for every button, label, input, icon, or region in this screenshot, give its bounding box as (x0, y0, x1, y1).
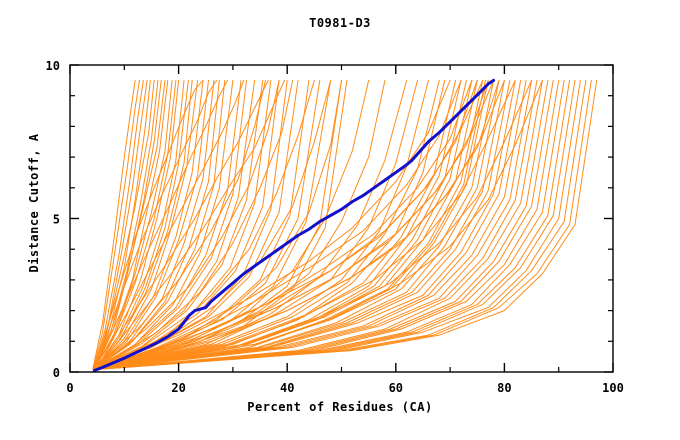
ensemble-curve (93, 79, 173, 370)
ensemble-curve (93, 79, 159, 370)
highlight-curve (92, 78, 496, 372)
x-tick-label: 40 (280, 381, 294, 395)
ensemble-curve (95, 79, 242, 370)
ensemble-curve (97, 79, 462, 370)
x-tick-label: 80 (497, 381, 511, 395)
ensemble-curve (103, 79, 598, 370)
page-title: T0981-D3 (309, 16, 371, 30)
ensemble-curve (92, 79, 136, 370)
highlight-curve-layer (92, 78, 496, 372)
ensemble-curve (97, 79, 500, 370)
ensemble-curve (96, 79, 446, 370)
axes-layer (69, 64, 614, 373)
x-tick-label: 100 (602, 381, 624, 395)
ensemble-curve (94, 79, 151, 370)
ensemble-curve (93, 79, 220, 370)
ensemble-curve (94, 79, 209, 370)
y-tick-label: 5 (53, 213, 60, 227)
ensemble-curve (97, 79, 473, 370)
x-tick-label: 20 (171, 381, 185, 395)
ensemble-curve (99, 79, 533, 370)
ensemble-curve (99, 79, 516, 370)
ensemble-curve (95, 79, 266, 370)
ensemble-curve (99, 79, 543, 370)
ensemble-curve (93, 79, 204, 370)
ensemble-curve (97, 79, 342, 370)
ensemble-curve (95, 79, 269, 370)
ensemble-curve (97, 79, 440, 370)
ensemble-curve (95, 79, 272, 370)
ensemble-curves-layer (92, 79, 598, 370)
x-axis-label: Percent of Residues (CA) (247, 400, 433, 414)
y-tick-label: 10 (46, 59, 60, 73)
ensemble-curve (96, 79, 484, 370)
ensemble-curve (98, 79, 500, 370)
x-tick-label: 60 (389, 381, 403, 395)
ensemble-curve (99, 79, 533, 370)
ensemble-curve (98, 79, 489, 370)
ensemble-curve (95, 79, 228, 370)
ensemble-curve (99, 79, 522, 370)
ensemble-curve (98, 79, 516, 370)
ensemble-curve (96, 79, 451, 370)
ensemble-curve (93, 79, 247, 370)
ensemble-curve (95, 79, 280, 370)
ensemble-curve (96, 79, 294, 370)
ensemble-curve (92, 79, 155, 370)
ensemble-curve (96, 79, 256, 370)
ensemble-curve (100, 79, 527, 370)
x-tick-label: 0 (66, 381, 73, 395)
ensemble-curve (96, 79, 245, 370)
y-tick-label: 0 (53, 366, 60, 380)
tick-labels-layer: 0 20 40 60 80 100 0 5 10 (46, 59, 624, 395)
ensemble-curve (97, 79, 505, 370)
ensemble-curve (92, 79, 140, 370)
ensemble-curve (96, 79, 285, 370)
ensemble-curve (100, 79, 538, 370)
ensemble-curve (95, 79, 199, 370)
ensemble-curve (93, 79, 185, 370)
ensemble-curve (97, 79, 473, 370)
ensemble-curve (94, 79, 218, 370)
ensemble-curve (96, 79, 495, 370)
ensemble-curve (93, 79, 144, 370)
